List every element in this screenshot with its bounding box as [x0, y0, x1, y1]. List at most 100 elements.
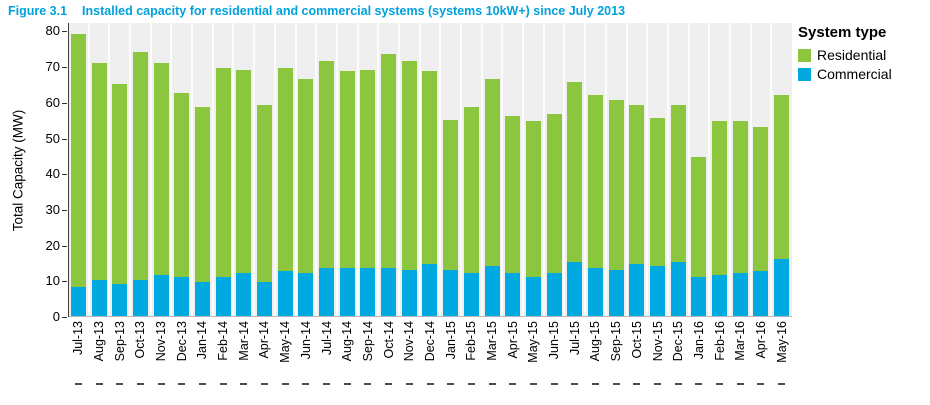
residential-segment [712, 121, 728, 275]
legend-label: Commercial [817, 66, 892, 82]
x-tick-label: Jul-15 [567, 321, 582, 356]
residential-segment [381, 53, 397, 268]
residential-segment [339, 71, 355, 268]
x-tick-mark [674, 383, 682, 385]
bar-column-Jul-15 [564, 23, 585, 316]
stacked-bar [567, 82, 583, 316]
x-tick-mark [654, 383, 662, 385]
commercial-segment [70, 287, 86, 316]
y-tick-label: 10 [45, 273, 60, 289]
residential-segment [650, 117, 666, 267]
commercial-segment [691, 276, 707, 316]
x-tick-label: Mar-14 [236, 321, 251, 361]
bar-column-Apr-14 [254, 23, 275, 316]
y-tick-mark [62, 174, 67, 176]
x-tick-label: Feb-15 [464, 321, 479, 361]
x-tick-label: Oct-13 [133, 321, 148, 359]
x-tick-mark [591, 383, 599, 385]
commercial-segment [463, 273, 479, 316]
residential-segment [174, 92, 190, 277]
y-tick-mark [62, 31, 67, 33]
y-tick-label: 80 [45, 23, 60, 39]
y-tick-label: 70 [45, 59, 60, 75]
y-tick-mark [62, 67, 67, 69]
minor-gridline [666, 23, 669, 316]
x-tick-mark [447, 383, 455, 385]
legend-title: System type [798, 24, 887, 41]
bar-column-May-14 [275, 23, 296, 316]
figure-title: Figure 3.1 Installed capacity for reside… [8, 4, 625, 18]
commercial-segment [277, 271, 293, 316]
stacked-bar [774, 94, 790, 316]
bar-column-Dec-13 [171, 23, 192, 316]
stacked-bar [339, 71, 355, 316]
commercial-segment [401, 269, 417, 316]
stacked-bar [215, 67, 231, 316]
minor-gridline [687, 23, 690, 316]
stacked-bar [277, 67, 293, 316]
bar-column-Jan-16 [689, 23, 710, 316]
x-tick-mark [136, 383, 144, 385]
minor-gridline [356, 23, 359, 316]
residential-segment [215, 67, 231, 277]
figure-caption: Installed capacity for residential and c… [82, 4, 626, 18]
y-tick-mark [62, 138, 67, 140]
residential-segment [298, 78, 314, 274]
y-tick-label: 40 [45, 166, 60, 182]
commercial-segment [194, 282, 210, 316]
residential-segment [587, 94, 603, 268]
x-tick-label: Sep-15 [609, 321, 624, 362]
x-tick-label: Jul-14 [319, 321, 334, 356]
x-tick-label: Jan-15 [443, 321, 458, 360]
stacked-bar [546, 114, 562, 316]
residential-segment [422, 71, 438, 265]
legend-item-commercial: Commercial [798, 66, 892, 82]
minor-gridline [315, 23, 318, 316]
y-tick-mark [62, 102, 67, 104]
bar-column-Oct-15 [627, 23, 648, 316]
stacked-bar [525, 121, 541, 316]
minor-gridline [542, 23, 545, 316]
x-tick-label: May-16 [774, 321, 789, 363]
minor-gridline [108, 23, 111, 316]
minor-gridline [604, 23, 607, 316]
x-tick-mark [571, 383, 579, 385]
x-tick-label: Jul-13 [71, 321, 86, 356]
x-tick-mark [343, 383, 351, 385]
minor-gridline [377, 23, 380, 316]
residential-segment [70, 33, 86, 288]
stacked-bar [112, 83, 128, 316]
commercial-segment [608, 269, 624, 316]
x-tick-label: Apr-14 [257, 321, 272, 359]
residential-segment [153, 62, 169, 275]
bar-column-Aug-15 [585, 23, 606, 316]
minor-gridline [273, 23, 276, 316]
stacked-bar [132, 51, 148, 316]
commercial-segment [298, 273, 314, 316]
bar-column-Sep-14 [358, 23, 379, 316]
figure-number: Figure 3.1 [8, 4, 68, 18]
residential-segment [525, 121, 541, 277]
bar-column-Nov-14 [399, 23, 420, 316]
stacked-bar [194, 107, 210, 316]
stacked-bar [91, 62, 107, 316]
minor-gridline [480, 23, 483, 316]
commercial-segment [505, 273, 521, 316]
residential-segment [774, 94, 790, 259]
stacked-bar [629, 105, 645, 316]
x-tick-label: Jun-15 [547, 321, 562, 360]
minor-gridline [129, 23, 132, 316]
residential-segment [629, 105, 645, 265]
x-tick-mark [757, 383, 765, 385]
commercial-segment [753, 271, 769, 316]
minor-gridline [294, 23, 297, 316]
x-tick-label: Oct-15 [629, 321, 644, 359]
stacked-bar [422, 71, 438, 316]
commercial-segment [91, 280, 107, 316]
bar-column-Nov-13 [151, 23, 172, 316]
minor-gridline [708, 23, 711, 316]
stacked-bar [670, 105, 686, 316]
residential-segment [732, 121, 748, 274]
commercial-segment [174, 276, 190, 316]
